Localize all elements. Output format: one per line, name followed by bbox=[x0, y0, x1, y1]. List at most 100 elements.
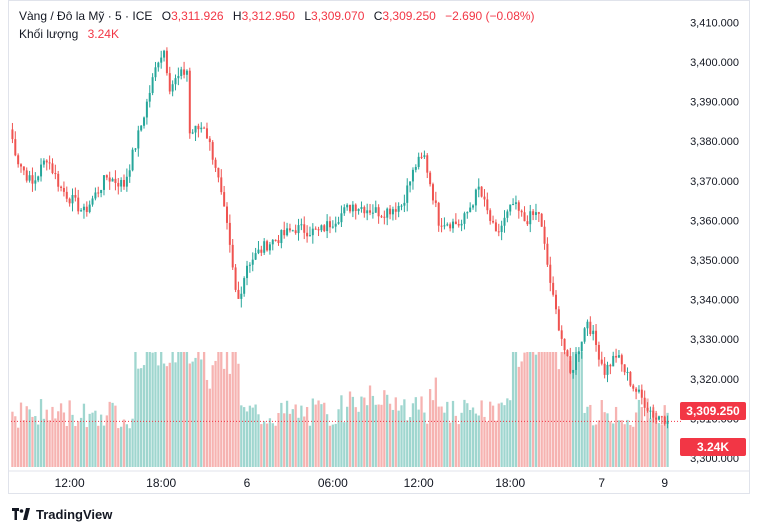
candle bbox=[466, 211, 469, 219]
candle-body bbox=[97, 192, 100, 194]
candle-body bbox=[494, 222, 497, 232]
candle-body bbox=[22, 166, 25, 171]
candle bbox=[560, 325, 563, 346]
candle bbox=[40, 158, 43, 182]
symbol-title[interactable]: Vàng / Đô la Mỹ · 5 · ICE bbox=[19, 9, 153, 23]
candle-body bbox=[606, 364, 609, 375]
candle-body bbox=[277, 240, 280, 244]
volume-bar bbox=[354, 407, 357, 467]
candle-body bbox=[163, 50, 166, 58]
candle-body bbox=[589, 321, 592, 335]
candle bbox=[317, 226, 320, 237]
volume-bar bbox=[629, 425, 632, 467]
volume-bar bbox=[185, 352, 189, 467]
volume-bar bbox=[351, 396, 355, 467]
candle-body bbox=[640, 389, 643, 398]
volume-bar bbox=[240, 405, 243, 467]
candle bbox=[383, 210, 386, 225]
volume-bar bbox=[509, 400, 512, 467]
candle-body bbox=[14, 139, 17, 156]
candle bbox=[537, 211, 540, 223]
volume-bar bbox=[237, 363, 240, 467]
time-axis[interactable]: 12:00 18:00 6 06:00 12:00 18:00 7 9 bbox=[9, 470, 750, 490]
candle-body bbox=[203, 127, 206, 129]
volume-bar bbox=[174, 362, 177, 467]
candle-body bbox=[409, 181, 412, 186]
volume-bar bbox=[586, 406, 589, 467]
volume-bar bbox=[451, 400, 455, 467]
y-tick-label: 3,320.000 bbox=[690, 374, 739, 386]
candle bbox=[386, 207, 389, 226]
candle-body bbox=[523, 212, 526, 222]
candle-body bbox=[263, 241, 266, 253]
price-axis[interactable]: 3,300.0003,310.0003,320.0003,330.0003,34… bbox=[690, 17, 739, 465]
candle bbox=[500, 220, 503, 241]
volume-bar bbox=[397, 410, 400, 467]
volume-bar bbox=[357, 411, 360, 467]
volume-bar bbox=[388, 403, 392, 467]
volume-bar bbox=[394, 397, 397, 467]
candle bbox=[492, 215, 495, 224]
candle-body bbox=[592, 330, 595, 335]
candle bbox=[68, 197, 71, 207]
candle bbox=[343, 204, 346, 216]
volume-bar bbox=[400, 405, 403, 467]
volume-bar bbox=[466, 403, 469, 467]
candlestick-chart[interactable]: 3,300.0003,310.0003,320.0003,330.0003,34… bbox=[9, 1, 750, 494]
candle bbox=[349, 204, 352, 214]
candle-body bbox=[60, 186, 63, 188]
price-candles bbox=[11, 47, 669, 429]
candle bbox=[469, 202, 472, 213]
candle-body bbox=[165, 50, 168, 74]
candle-body bbox=[637, 389, 640, 392]
candle bbox=[37, 175, 40, 183]
volume-bar bbox=[285, 400, 289, 467]
brand-footer[interactable]: TradingView bbox=[12, 504, 112, 524]
volume-bar bbox=[325, 414, 329, 467]
candle-body bbox=[154, 67, 157, 78]
candle-body bbox=[134, 148, 137, 150]
volume-bar bbox=[511, 352, 515, 467]
volume-bar bbox=[606, 413, 609, 467]
candle bbox=[91, 195, 94, 207]
volume-bar bbox=[17, 427, 20, 467]
candle-body bbox=[500, 225, 503, 233]
candle bbox=[520, 209, 523, 217]
candle-body bbox=[520, 210, 523, 213]
volume-bar bbox=[592, 425, 595, 467]
candle bbox=[80, 208, 83, 212]
candle-body bbox=[140, 125, 143, 131]
volume-bar bbox=[557, 369, 561, 467]
candle bbox=[303, 216, 306, 240]
volume-bar bbox=[288, 413, 292, 467]
chart-panel[interactable]: 3,300.0003,310.0003,320.0003,330.0003,34… bbox=[8, 0, 750, 494]
candle bbox=[65, 186, 68, 203]
candle-body bbox=[454, 221, 457, 225]
candle-body bbox=[397, 205, 400, 212]
candle bbox=[426, 153, 429, 179]
volume-bar bbox=[274, 425, 277, 467]
volume-bar bbox=[474, 413, 478, 467]
candle bbox=[517, 200, 520, 219]
candle bbox=[580, 341, 583, 359]
candle-body bbox=[489, 210, 492, 221]
candle bbox=[543, 220, 546, 250]
candle bbox=[45, 159, 48, 171]
x-tick-label: 12:00 bbox=[404, 476, 434, 490]
volume-bar bbox=[477, 415, 480, 467]
volume-bar bbox=[308, 425, 312, 467]
volume-label[interactable]: Khối lượng bbox=[19, 27, 79, 41]
volume-bar bbox=[523, 352, 526, 467]
volume-bar bbox=[208, 388, 211, 467]
candle bbox=[123, 174, 126, 190]
volume-bar bbox=[225, 352, 229, 467]
candle bbox=[617, 350, 620, 359]
tradingview-logo-icon bbox=[12, 508, 30, 520]
volume-bar bbox=[314, 404, 317, 467]
candle bbox=[437, 201, 440, 232]
volume-bar bbox=[457, 424, 460, 467]
volume-bar bbox=[117, 428, 120, 467]
candle bbox=[577, 347, 580, 362]
volume-bar bbox=[483, 416, 486, 467]
candle-body bbox=[157, 62, 160, 68]
